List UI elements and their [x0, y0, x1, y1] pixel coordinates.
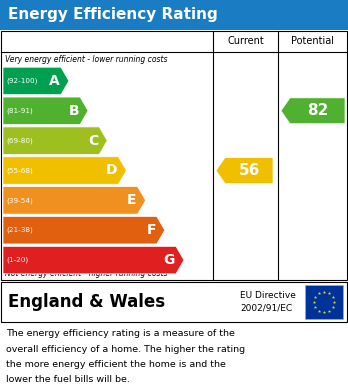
Polygon shape: [281, 98, 345, 124]
Text: Potential: Potential: [292, 36, 334, 46]
Text: C: C: [88, 134, 98, 148]
Polygon shape: [3, 97, 88, 124]
Text: D: D: [106, 163, 117, 178]
Text: (69-80): (69-80): [6, 137, 33, 144]
Text: (21-38): (21-38): [6, 227, 33, 233]
Text: E: E: [127, 194, 136, 207]
Polygon shape: [3, 217, 165, 244]
Polygon shape: [216, 158, 273, 183]
Bar: [0, 0, 348, 30]
Text: (81-91): (81-91): [6, 108, 33, 114]
Text: 2002/91/EC: 2002/91/EC: [240, 304, 292, 313]
Text: the more energy efficient the home is and the: the more energy efficient the home is an…: [6, 360, 226, 369]
Text: Very energy efficient - lower running costs: Very energy efficient - lower running co…: [5, 55, 167, 64]
Text: (92-100): (92-100): [6, 78, 37, 84]
Text: lower the fuel bills will be.: lower the fuel bills will be.: [6, 375, 130, 384]
Text: The energy efficiency rating is a measure of the: The energy efficiency rating is a measur…: [6, 329, 235, 338]
Text: 82: 82: [307, 103, 328, 118]
Polygon shape: [3, 67, 69, 95]
Polygon shape: [3, 157, 126, 184]
Text: England & Wales: England & Wales: [8, 293, 165, 311]
Text: Current: Current: [227, 36, 264, 46]
Bar: [305, 285, 343, 319]
Text: overall efficiency of a home. The higher the rating: overall efficiency of a home. The higher…: [6, 344, 245, 353]
Text: (55-68): (55-68): [6, 167, 33, 174]
Polygon shape: [3, 187, 145, 214]
Text: Not energy efficient - higher running costs: Not energy efficient - higher running co…: [5, 269, 167, 278]
Text: (39-54): (39-54): [6, 197, 33, 204]
Bar: [1, 282, 347, 322]
Text: (1-20): (1-20): [6, 257, 28, 263]
Polygon shape: [3, 246, 184, 274]
Text: B: B: [69, 104, 79, 118]
Text: Energy Efficiency Rating: Energy Efficiency Rating: [8, 7, 218, 23]
Text: G: G: [164, 253, 175, 267]
Text: 56: 56: [238, 163, 260, 178]
Text: A: A: [49, 74, 60, 88]
Bar: [1, 31, 347, 280]
Text: EU Directive: EU Directive: [240, 291, 296, 300]
Text: F: F: [146, 223, 156, 237]
Polygon shape: [3, 127, 107, 154]
